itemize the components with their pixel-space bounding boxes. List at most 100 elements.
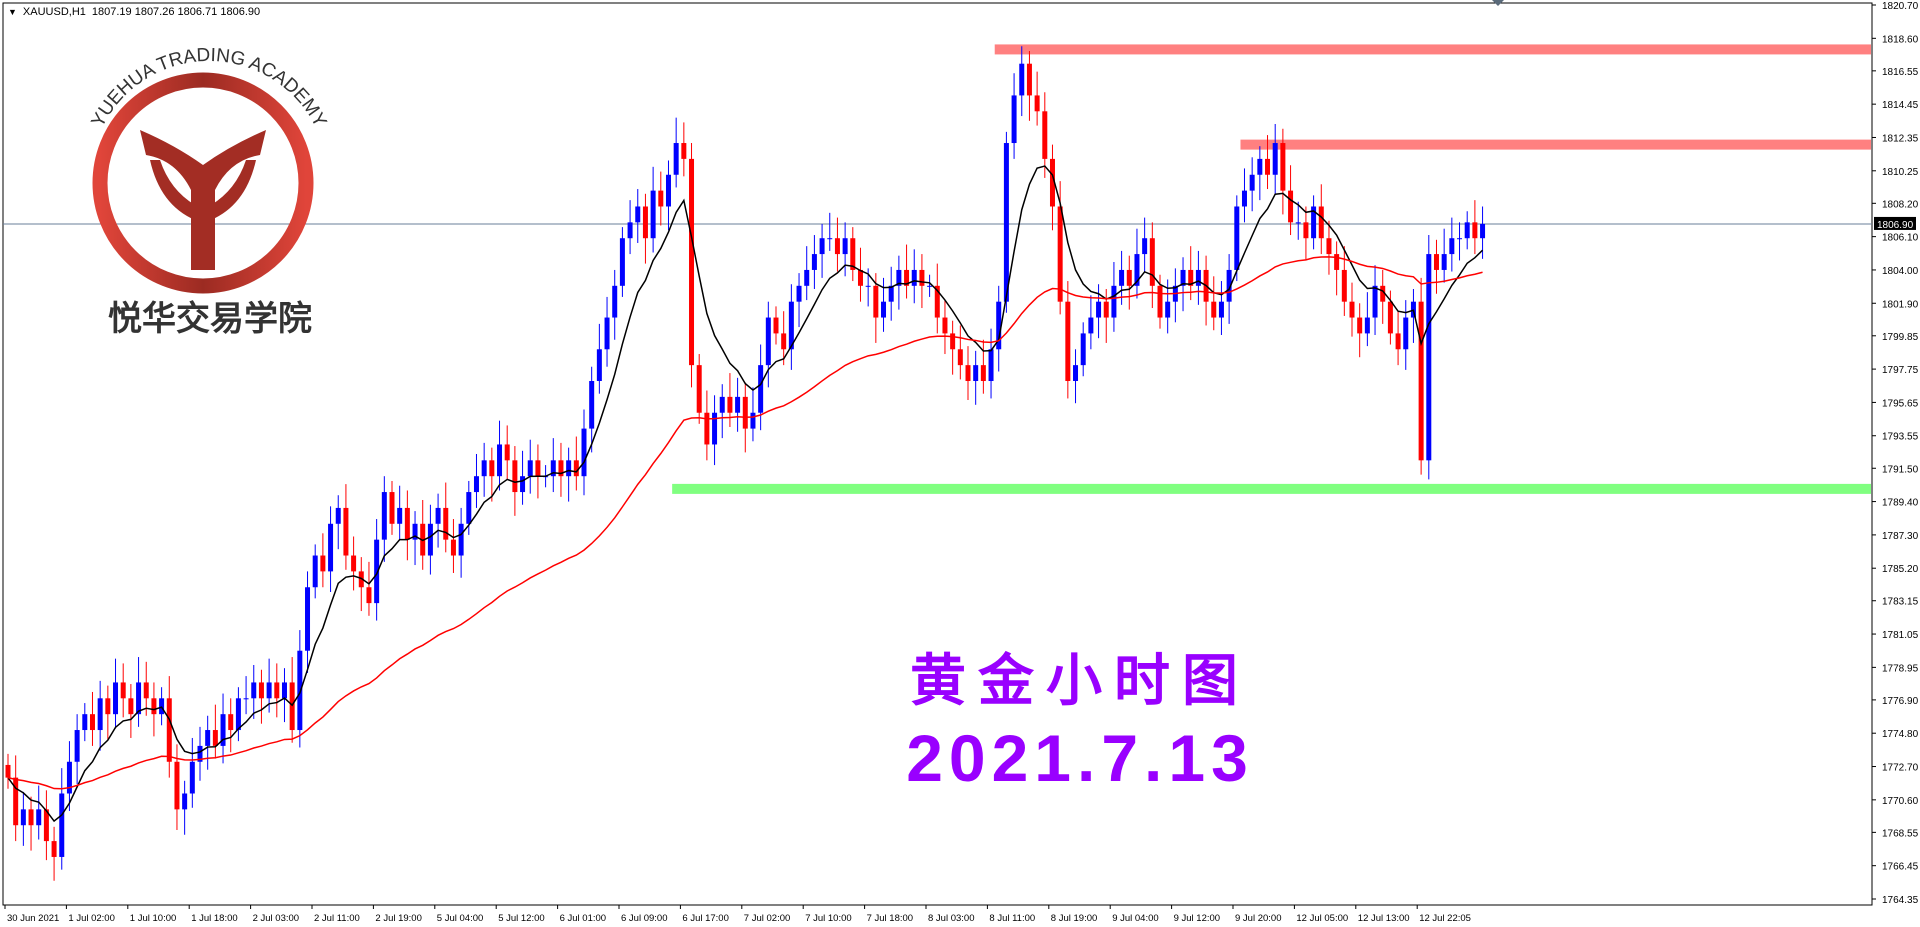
candle-body [1065, 301, 1071, 382]
candle-body [1449, 238, 1455, 255]
time-tick-label: 8 Jul 11:00 [989, 913, 1035, 924]
candle-body [412, 523, 418, 540]
candle-body [896, 269, 902, 286]
candle-body [842, 238, 848, 255]
candle-body [1364, 317, 1370, 334]
candle-body [473, 476, 479, 493]
price-tick-label: 1810.25 [1882, 167, 1919, 178]
candle-body [796, 285, 802, 302]
candle-body [573, 460, 579, 477]
candle-body [51, 841, 57, 857]
time-tick-label: 1 Jul 10:00 [130, 913, 176, 924]
candle-body [504, 444, 510, 461]
price-tick-label: 1812.35 [1882, 133, 1919, 144]
candle-body [627, 222, 633, 239]
candle-body [612, 285, 618, 318]
candle-body [5, 764, 11, 778]
candle-body [1349, 301, 1355, 318]
candle-body [189, 761, 195, 794]
candle-body [1134, 254, 1140, 286]
candle-body [965, 365, 971, 382]
candle-body [1433, 254, 1439, 270]
dropdown-triangle-icon[interactable]: ▼ [8, 7, 17, 17]
candle-body [97, 698, 103, 731]
candle-body [143, 682, 149, 699]
candle-body [1003, 143, 1009, 302]
candle-body [911, 269, 917, 286]
candle-body [274, 682, 280, 699]
candle-body [1195, 269, 1201, 286]
candle-body [1334, 254, 1340, 270]
candle-body [788, 301, 794, 350]
candle-body [558, 460, 564, 477]
candle-body [1019, 63, 1025, 96]
price-tick-label: 1787.30 [1882, 531, 1919, 542]
candle-body [1218, 301, 1224, 318]
time-tick-label: 2 Jul 11:00 [314, 913, 360, 924]
time-tick-label: 2 Jul 03:00 [253, 913, 299, 924]
shift-marker-icon[interactable] [1492, 0, 1504, 6]
time-tick-label: 7 Jul 02:00 [744, 913, 790, 924]
price-tick-label: 1816.55 [1882, 67, 1919, 78]
candle-body [404, 507, 410, 540]
time-tick-label: 9 Jul 20:00 [1235, 913, 1281, 924]
candle-body [489, 460, 495, 477]
time-tick-label: 5 Jul 12:00 [498, 913, 544, 924]
candle-body [689, 158, 695, 366]
logo-text-cn: 悦华交易学院 [108, 299, 312, 339]
candle-body [781, 333, 787, 350]
current-price-label: 1806.90 [1877, 220, 1914, 231]
time-tick-label: 12 Jul 05:00 [1296, 913, 1348, 924]
candle-body [335, 507, 341, 524]
candle-body [89, 714, 95, 731]
price-tick-label: 1772.70 [1882, 763, 1919, 774]
candle-body [512, 460, 518, 493]
candle-body [773, 317, 779, 334]
candle-body [1257, 158, 1263, 175]
ohlc-readout: 1807.19 1807.26 1806.71 1806.90 [91, 6, 261, 18]
candle-body [312, 555, 318, 588]
candle-body [973, 365, 979, 382]
candle-body [136, 682, 142, 715]
time-tick-label: 7 Jul 18:00 [867, 913, 913, 924]
candle-body [1034, 95, 1040, 112]
logo-leaf-shape [150, 160, 256, 220]
candle-body [1149, 238, 1155, 286]
candle-body [443, 507, 449, 540]
logo-y-shape [140, 130, 266, 270]
candle-body [220, 714, 226, 746]
candle-body [888, 285, 894, 302]
candle-body [1303, 222, 1309, 239]
candle-body [235, 698, 241, 731]
support-level [672, 483, 1872, 494]
candle-body [182, 793, 188, 810]
candle-body [297, 650, 303, 731]
candle-body [735, 396, 741, 413]
candle-body [750, 412, 756, 429]
price-tick-label: 1793.55 [1882, 432, 1919, 443]
candle-body [996, 301, 1002, 350]
resistance-level [994, 44, 1871, 55]
price-tick-label: 1808.20 [1882, 199, 1919, 210]
price-tick-label: 1770.60 [1882, 796, 1919, 807]
candle-body [873, 285, 879, 318]
candle-body [1372, 285, 1378, 318]
price-tick-label: 1797.75 [1882, 365, 1919, 376]
candle-body [596, 349, 602, 382]
candle-body [251, 682, 257, 699]
candle-body [642, 206, 648, 239]
candle-body [113, 682, 119, 715]
current-price-badge [1874, 216, 1916, 230]
annotation-date: 2021.7.13 [906, 721, 1254, 795]
candle-body [13, 777, 19, 826]
candle-body [712, 412, 718, 445]
candle-body [197, 745, 203, 762]
candle-body [289, 682, 295, 731]
candle-body [1080, 333, 1086, 366]
candle-body [727, 396, 733, 413]
candle-body [427, 523, 433, 556]
candle-body [881, 301, 887, 318]
candle-body [389, 492, 395, 524]
